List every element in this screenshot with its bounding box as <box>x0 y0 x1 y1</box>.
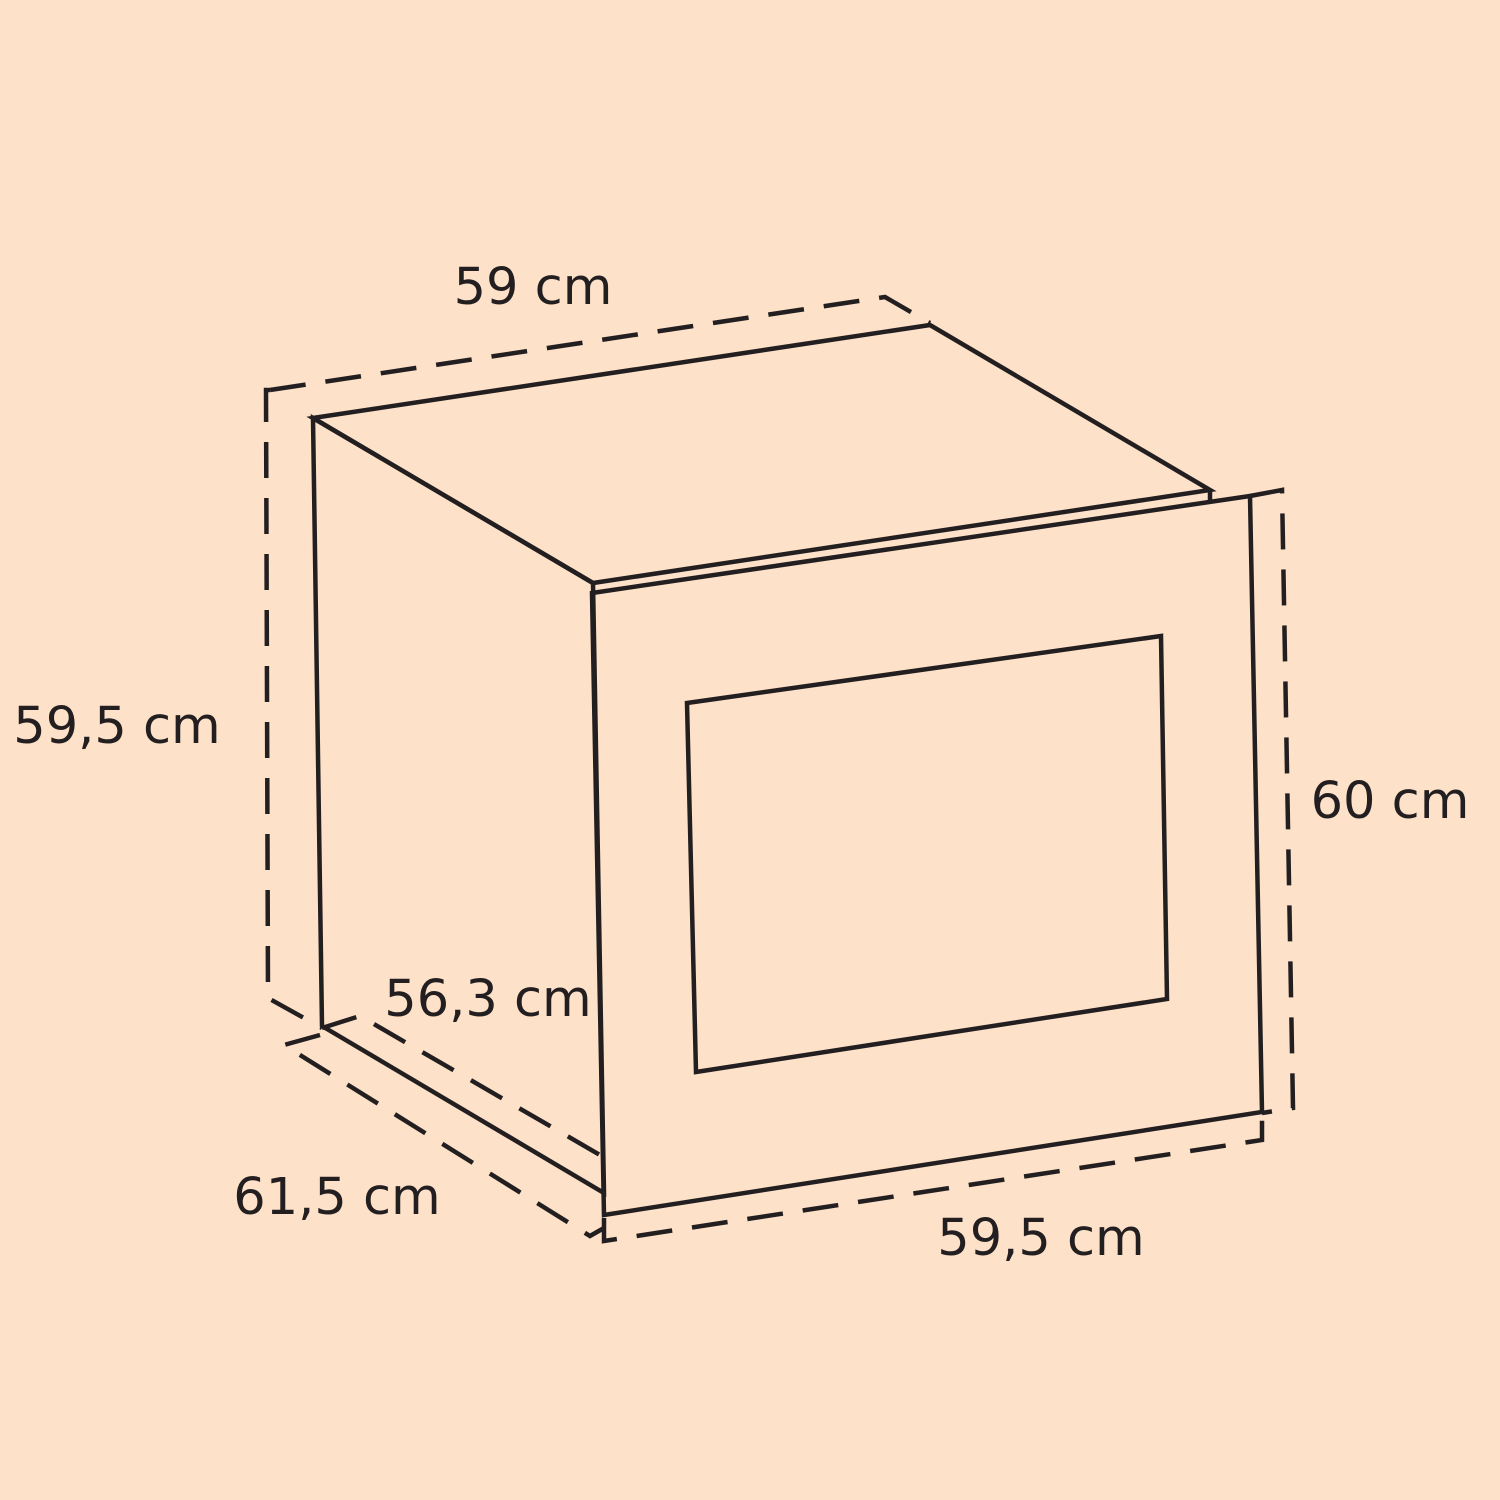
left-height-label: 59,5 cm <box>13 697 221 756</box>
outer-depth-label: 61,5 cm <box>233 1168 441 1227</box>
right-height-label: 60 cm <box>1311 772 1470 831</box>
right-vertical-dashed-edge <box>1249 487 1296 1116</box>
appliance-body <box>306 322 1265 1218</box>
left-vertical-dashed-edge <box>263 387 324 1030</box>
front-bottom-dashed-edge <box>601 1115 1265 1244</box>
door-window <box>684 633 1170 1075</box>
front-width-label: 59,5 cm <box>937 1209 1145 1268</box>
inner-depth-dashed-edge <box>321 1013 602 1157</box>
inner-depth-label: 56,3 cm <box>384 970 592 1029</box>
outer-envelope-lines <box>263 294 1296 1244</box>
front-door-panel <box>589 493 1265 1218</box>
top-back-dashed-edge <box>269 294 932 393</box>
top-width-label: 59 cm <box>454 258 613 317</box>
outer-depth-dashed-edge <box>278 1032 606 1239</box>
dimension-labels: 59 cm 59,5 cm 60 cm 56,3 cm 61,5 cm 59,5… <box>13 258 1469 1268</box>
left-side-face <box>310 414 607 1197</box>
